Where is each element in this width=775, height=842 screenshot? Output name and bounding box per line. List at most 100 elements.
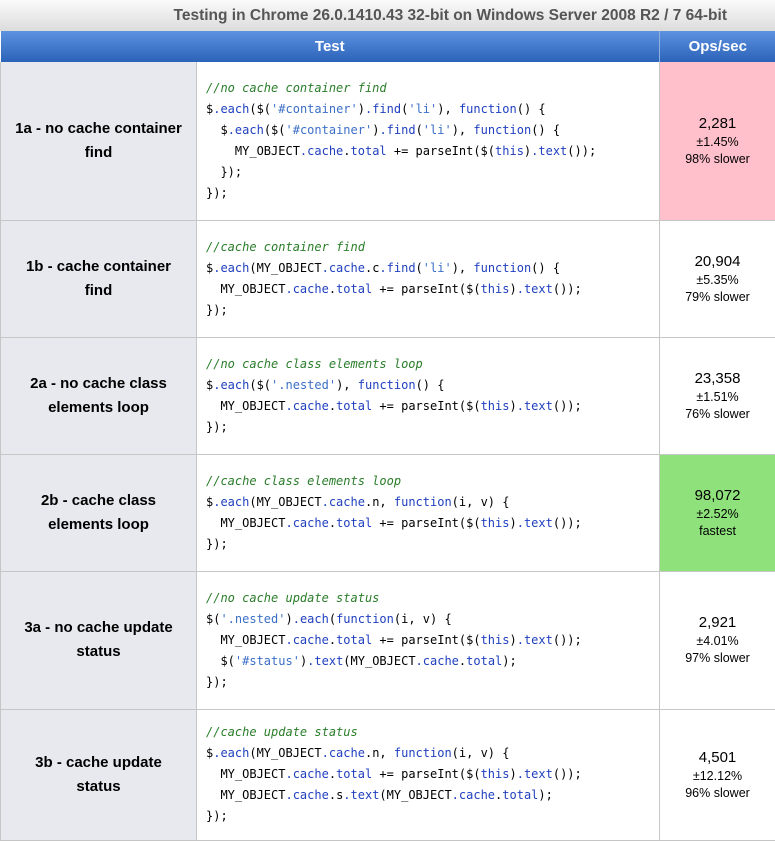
ops-cell: 98,072 ±2.52% fastest	[659, 453, 775, 572]
code-keyword: .find	[379, 122, 416, 137]
ops-cell: 20,904 ±5.35% 79% slower	[659, 219, 775, 338]
test-name: 2b - cache class elements loop	[40, 491, 157, 533]
code-comment: //cache update status	[206, 725, 358, 739]
code-token: () {	[531, 260, 561, 275]
test-code-cell: //cache container find $.each(MY_OBJECT.…	[195, 219, 661, 338]
ops-rank: 79% slower	[685, 289, 750, 304]
code-keyword: .text	[343, 788, 380, 802]
code-keyword: .each	[213, 494, 250, 509]
ops-rank: 97% slower	[685, 651, 750, 665]
code-token: ());	[552, 515, 582, 530]
code-token: .	[343, 143, 351, 158]
code-token: });	[206, 185, 228, 200]
code-token: .	[458, 653, 467, 668]
code-token: )	[357, 101, 365, 116]
code-keyword: function	[473, 260, 532, 275]
code-token: $	[206, 377, 214, 392]
code-token: (i, v) {	[451, 746, 510, 760]
code-token: (	[328, 611, 337, 626]
code-token: ());	[552, 767, 582, 781]
ops-error: ±4.01%	[696, 634, 739, 648]
code-comment: //cache class elements loop	[206, 473, 402, 488]
code-keyword: .text	[531, 143, 568, 158]
ops-column-header: Ops/sec	[659, 31, 775, 62]
code-keyword: function	[393, 746, 452, 760]
results-body: 1a - no cache container find //no cache c…	[0, 62, 775, 841]
code-token: .	[328, 767, 337, 781]
code-token: MY_OBJECT	[206, 143, 300, 158]
test-name-cell: 3b - cache update status	[0, 708, 197, 841]
code-keyword: .cache	[415, 653, 459, 668]
code-token: ());	[552, 281, 582, 296]
code-token: ());	[552, 632, 582, 647]
code-token: )	[509, 767, 517, 781]
code-keyword: .text	[307, 653, 344, 668]
code-keyword: .each	[213, 377, 250, 392]
code-token: ());	[552, 398, 582, 413]
code-string: 'li'	[422, 122, 452, 137]
code-keyword: this	[480, 632, 510, 647]
test-code: //no cache container find $.each($('#con…	[206, 78, 659, 204]
code-keyword: total	[336, 515, 373, 530]
code-token: });	[206, 302, 228, 317]
code-token: );	[502, 653, 517, 668]
test-code: //cache container find $.each(MY_OBJECT.…	[206, 237, 659, 321]
code-token: MY_OBJECT	[206, 515, 286, 530]
code-token: (	[415, 260, 423, 275]
code-keyword: total	[336, 632, 373, 647]
code-token: $	[206, 101, 214, 116]
ops-value: 2,281	[698, 114, 737, 132]
code-keyword: .text	[516, 515, 553, 530]
code-token: .	[328, 281, 337, 296]
code-string: '.nested'	[220, 611, 286, 626]
code-token: ($(	[263, 122, 286, 137]
code-token: )	[523, 143, 532, 158]
code-keyword: this	[480, 398, 510, 413]
code-token: });	[206, 419, 228, 434]
code-keyword: .cache	[285, 515, 329, 530]
code-token: += parseInt($(	[372, 281, 481, 296]
test-name-cell: 3a - no cache update status	[0, 570, 197, 710]
code-keyword: this	[480, 515, 510, 530]
code-keyword: .cache	[285, 281, 329, 296]
code-token: .	[328, 398, 337, 413]
code-keyword: .cache	[285, 632, 329, 647]
code-token: )	[509, 398, 517, 413]
code-token: .n,	[364, 494, 394, 509]
code-comment: //no cache container find	[206, 80, 387, 95]
test-code-cell: //no cache class elements loop $.each($(…	[195, 336, 661, 455]
ops-rank: 96% slower	[685, 785, 750, 800]
test-name: 3b - cache update status	[35, 753, 162, 795]
code-keyword: .text	[516, 632, 553, 647]
code-token: ),	[451, 122, 474, 137]
code-token: += parseInt($(	[372, 767, 481, 781]
code-keyword: .find	[364, 101, 402, 116]
test-row: 2a - no cache class elements loop //no ca…	[0, 336, 775, 455]
code-token: );	[538, 788, 553, 802]
code-token: });	[206, 674, 228, 689]
test-row: 2b - cache class elements loop //cache cl…	[0, 453, 775, 572]
test-row: 1b - cache container find //cache contain…	[0, 219, 775, 338]
code-string: '.nested'	[271, 377, 337, 392]
code-token: .n,	[364, 746, 394, 760]
code-token: += parseInt($(	[372, 632, 481, 647]
code-token: += parseInt($(	[372, 398, 481, 413]
code-keyword: .each	[292, 611, 329, 626]
code-comment: //no cache update status	[206, 590, 380, 605]
code-token: ());	[567, 143, 597, 158]
code-token: $	[206, 260, 214, 275]
code-token: $	[206, 746, 214, 760]
test-row: 3a - no cache update status //no cache up…	[0, 570, 775, 710]
code-token: (i, v) {	[393, 611, 452, 626]
code-token: MY_OBJECT	[206, 632, 286, 647]
ops-error: ±1.51%	[696, 389, 739, 404]
test-name: 1a - no cache container find	[15, 119, 182, 161]
test-name: 2a - no cache class elements loop	[30, 374, 167, 416]
code-token: (MY_OBJECT	[249, 494, 322, 509]
code-keyword: .text	[516, 767, 553, 781]
code-token: )	[285, 611, 293, 626]
header-row: Test Ops/sec	[0, 31, 775, 62]
ops-rank: 76% slower	[685, 406, 750, 421]
ops-cell: 23,358 ±1.51% 76% slower	[659, 336, 775, 455]
code-keyword: this	[480, 281, 510, 296]
